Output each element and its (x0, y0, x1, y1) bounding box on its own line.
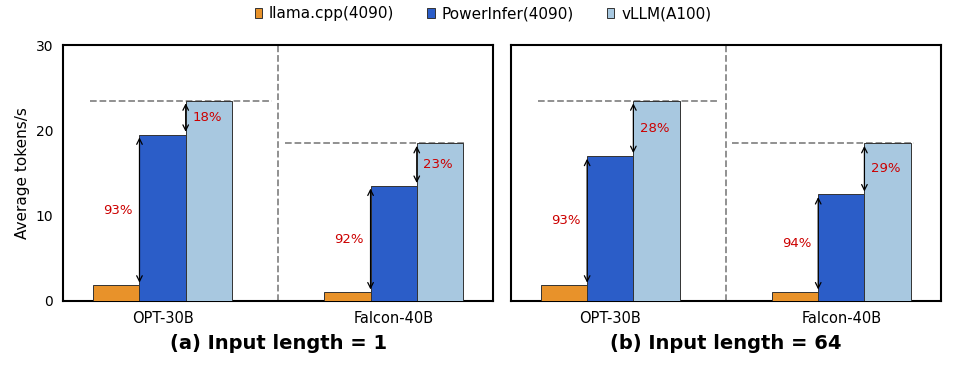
Text: 94%: 94% (782, 237, 812, 250)
X-axis label: (b) Input length = 64: (b) Input length = 64 (610, 334, 841, 353)
Bar (371, 186, 417, 301)
Bar (587, 156, 634, 301)
Text: 18%: 18% (192, 111, 222, 124)
Text: 93%: 93% (551, 214, 580, 227)
Bar (818, 194, 864, 301)
Bar (185, 100, 232, 301)
Text: 23%: 23% (424, 158, 453, 171)
Bar (324, 292, 371, 301)
Bar (541, 285, 587, 301)
X-axis label: (a) Input length = 1: (a) Input length = 1 (169, 334, 386, 353)
Bar (864, 143, 911, 301)
Text: 93%: 93% (103, 203, 133, 217)
Bar (772, 292, 818, 301)
Legend: llama.cpp(4090), PowerInfer(4090), vLLM(A100): llama.cpp(4090), PowerInfer(4090), vLLM(… (238, 0, 718, 27)
Text: 28%: 28% (640, 122, 669, 135)
Bar (634, 100, 680, 301)
Bar (417, 143, 463, 301)
Text: 29%: 29% (871, 162, 901, 175)
Bar (94, 285, 140, 301)
Bar (140, 135, 185, 301)
Text: 92%: 92% (335, 232, 364, 246)
Y-axis label: Average tokens/s: Average tokens/s (15, 107, 30, 239)
